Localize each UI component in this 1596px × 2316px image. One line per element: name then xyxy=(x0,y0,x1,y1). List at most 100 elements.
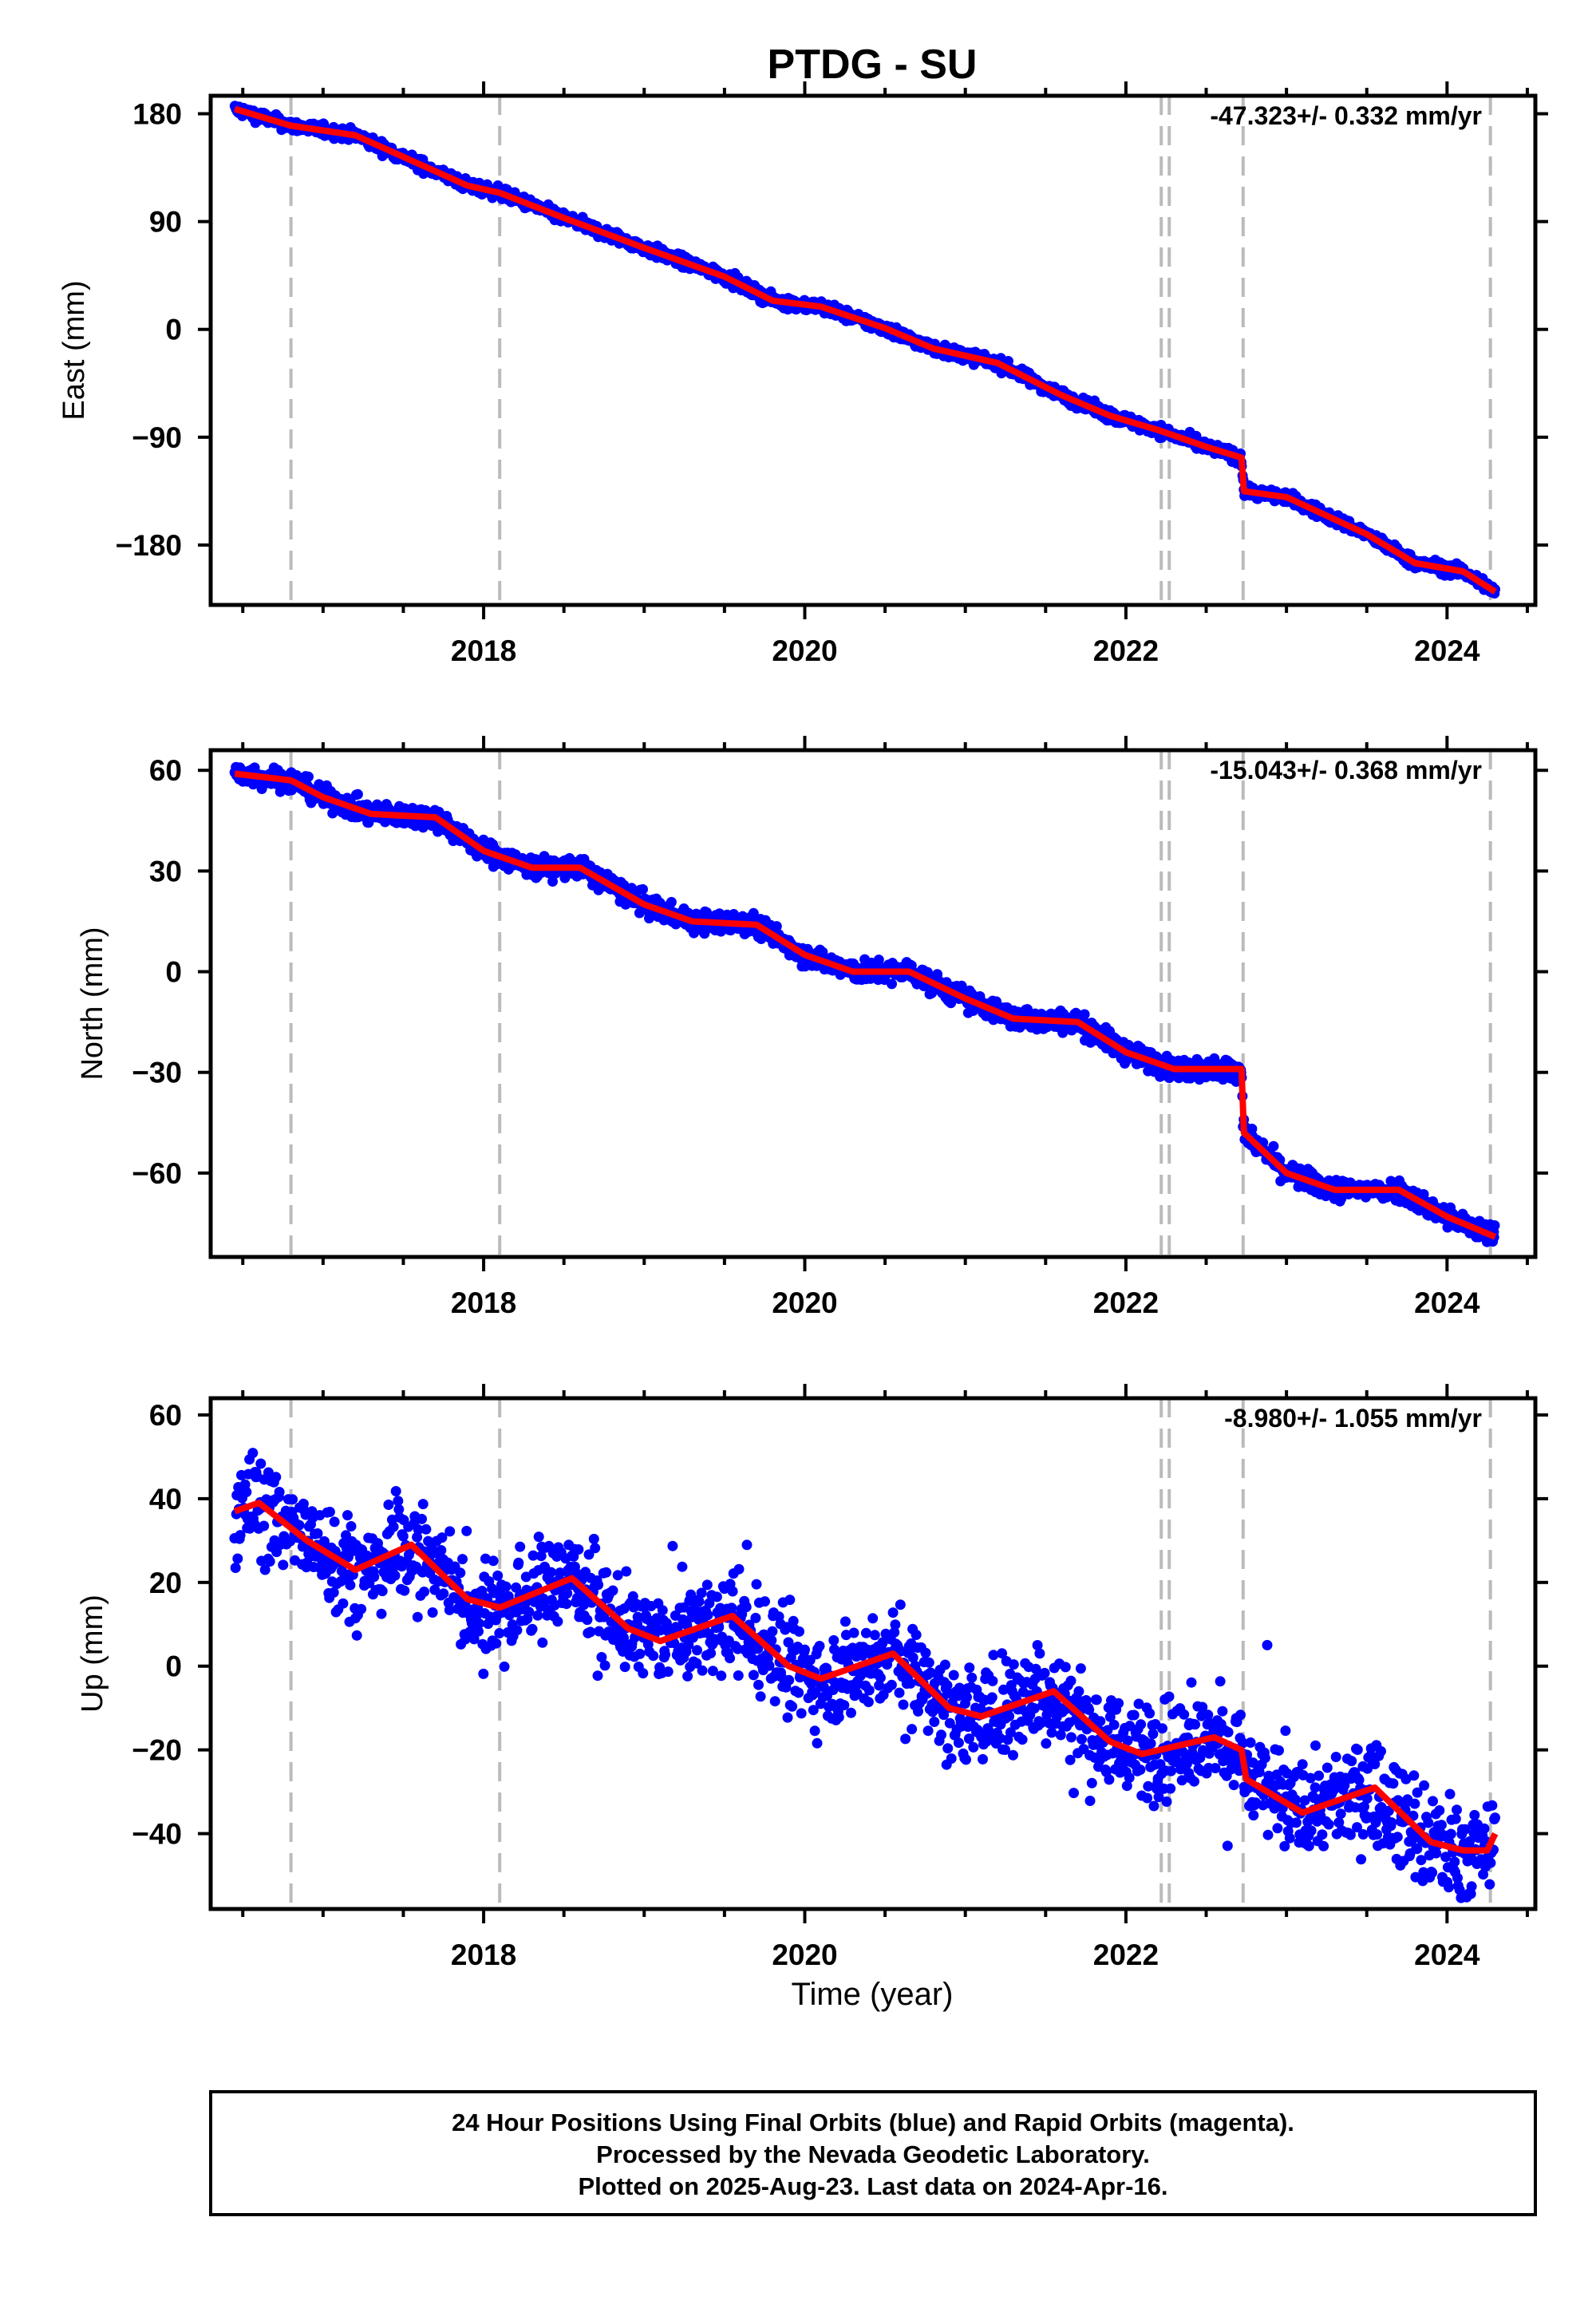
data-point xyxy=(691,1658,702,1669)
y-axis-label: North (mm) xyxy=(76,927,109,1080)
y-tick-label: 0 xyxy=(165,314,182,346)
data-point xyxy=(701,1579,713,1591)
data-point xyxy=(235,1530,246,1541)
data-point xyxy=(546,1567,557,1578)
data-point xyxy=(312,1528,323,1539)
data-point xyxy=(346,1521,357,1531)
data-point xyxy=(612,1570,623,1581)
data-point xyxy=(890,1619,901,1630)
data-point xyxy=(499,1661,510,1672)
data-point xyxy=(716,1670,727,1682)
data-point xyxy=(794,1626,804,1637)
data-point xyxy=(324,1507,335,1517)
data-point xyxy=(393,1504,405,1515)
data-point xyxy=(692,1645,702,1656)
data-point xyxy=(900,1733,911,1745)
x-tick-label: 2022 xyxy=(1093,1286,1159,1319)
data-point xyxy=(796,1708,807,1719)
data-point xyxy=(767,1626,778,1637)
data-point xyxy=(889,1626,900,1638)
x-tick-label: 2020 xyxy=(772,1286,837,1319)
data-point xyxy=(874,1680,885,1691)
data-point xyxy=(784,1674,795,1686)
data-point xyxy=(619,1662,630,1673)
data-point xyxy=(1022,1004,1033,1015)
data-point xyxy=(788,1615,799,1626)
data-point xyxy=(829,1644,839,1655)
data-point xyxy=(590,1543,601,1554)
data-point xyxy=(383,1500,394,1510)
data-point xyxy=(427,1607,438,1618)
data-point xyxy=(582,1614,593,1626)
data-point xyxy=(473,1618,484,1629)
y-tick-label: 90 xyxy=(149,206,182,239)
y-tick-label: −180 xyxy=(116,529,182,562)
data-point xyxy=(329,1516,340,1528)
data-point xyxy=(232,1553,243,1564)
data-point xyxy=(867,1613,879,1624)
x-tick-label: 2024 xyxy=(1414,1286,1480,1319)
scatter-points-1 xyxy=(229,761,1500,1247)
data-point xyxy=(764,1660,775,1671)
data-point xyxy=(839,1616,851,1627)
data-point xyxy=(436,1545,447,1555)
y-tick-label: 0 xyxy=(165,956,182,989)
data-point xyxy=(1489,1220,1500,1231)
y-tick-label: −30 xyxy=(132,1057,182,1089)
data-point xyxy=(618,1632,629,1643)
data-point xyxy=(607,1585,618,1596)
data-point xyxy=(303,771,314,782)
data-point xyxy=(869,1630,880,1641)
data-point xyxy=(894,1687,905,1698)
data-point xyxy=(535,1551,547,1562)
data-point xyxy=(438,1588,449,1599)
data-point xyxy=(886,1679,897,1690)
data-point xyxy=(588,1533,599,1544)
data-point xyxy=(875,1672,886,1683)
data-point xyxy=(833,1712,844,1723)
data-point xyxy=(399,1585,410,1596)
y-tick-label: 60 xyxy=(149,754,182,787)
data-point xyxy=(672,1622,683,1634)
data-point xyxy=(476,1586,488,1596)
data-point xyxy=(417,1513,427,1524)
data-point xyxy=(748,1670,759,1681)
data-point xyxy=(352,788,363,800)
data-point xyxy=(419,1587,429,1597)
data-point xyxy=(707,1666,718,1677)
data-point xyxy=(748,907,759,919)
data-point xyxy=(488,1555,499,1567)
data-point xyxy=(393,1496,404,1507)
data-point xyxy=(561,1599,572,1610)
data-point xyxy=(741,1602,752,1613)
y-tick-label: −90 xyxy=(132,421,182,454)
data-point xyxy=(599,1660,610,1671)
data-point xyxy=(766,1634,777,1646)
data-point xyxy=(500,1581,512,1592)
data-point xyxy=(473,1626,484,1637)
data-point xyxy=(455,1567,466,1579)
data-point xyxy=(547,876,558,887)
data-point xyxy=(860,1627,871,1638)
rate-annotation: -47.323+/- 0.332 mm/yr xyxy=(1210,101,1482,130)
data-point xyxy=(753,1643,764,1654)
data-point xyxy=(278,1559,289,1571)
data-point xyxy=(733,1670,744,1681)
data-point xyxy=(342,1510,353,1521)
data-point xyxy=(437,1532,448,1543)
x-tick-label: 2020 xyxy=(772,634,837,667)
data-point xyxy=(946,998,957,1009)
data-point xyxy=(877,1637,888,1648)
data-point xyxy=(677,1561,688,1572)
plot-frame xyxy=(208,93,1538,607)
data-point xyxy=(533,1531,544,1543)
data-point xyxy=(263,1467,274,1478)
data-point xyxy=(632,1611,643,1622)
data-point xyxy=(338,1598,349,1609)
data-point xyxy=(247,1448,259,1459)
data-point xyxy=(810,1687,821,1698)
data-point xyxy=(444,1604,455,1615)
